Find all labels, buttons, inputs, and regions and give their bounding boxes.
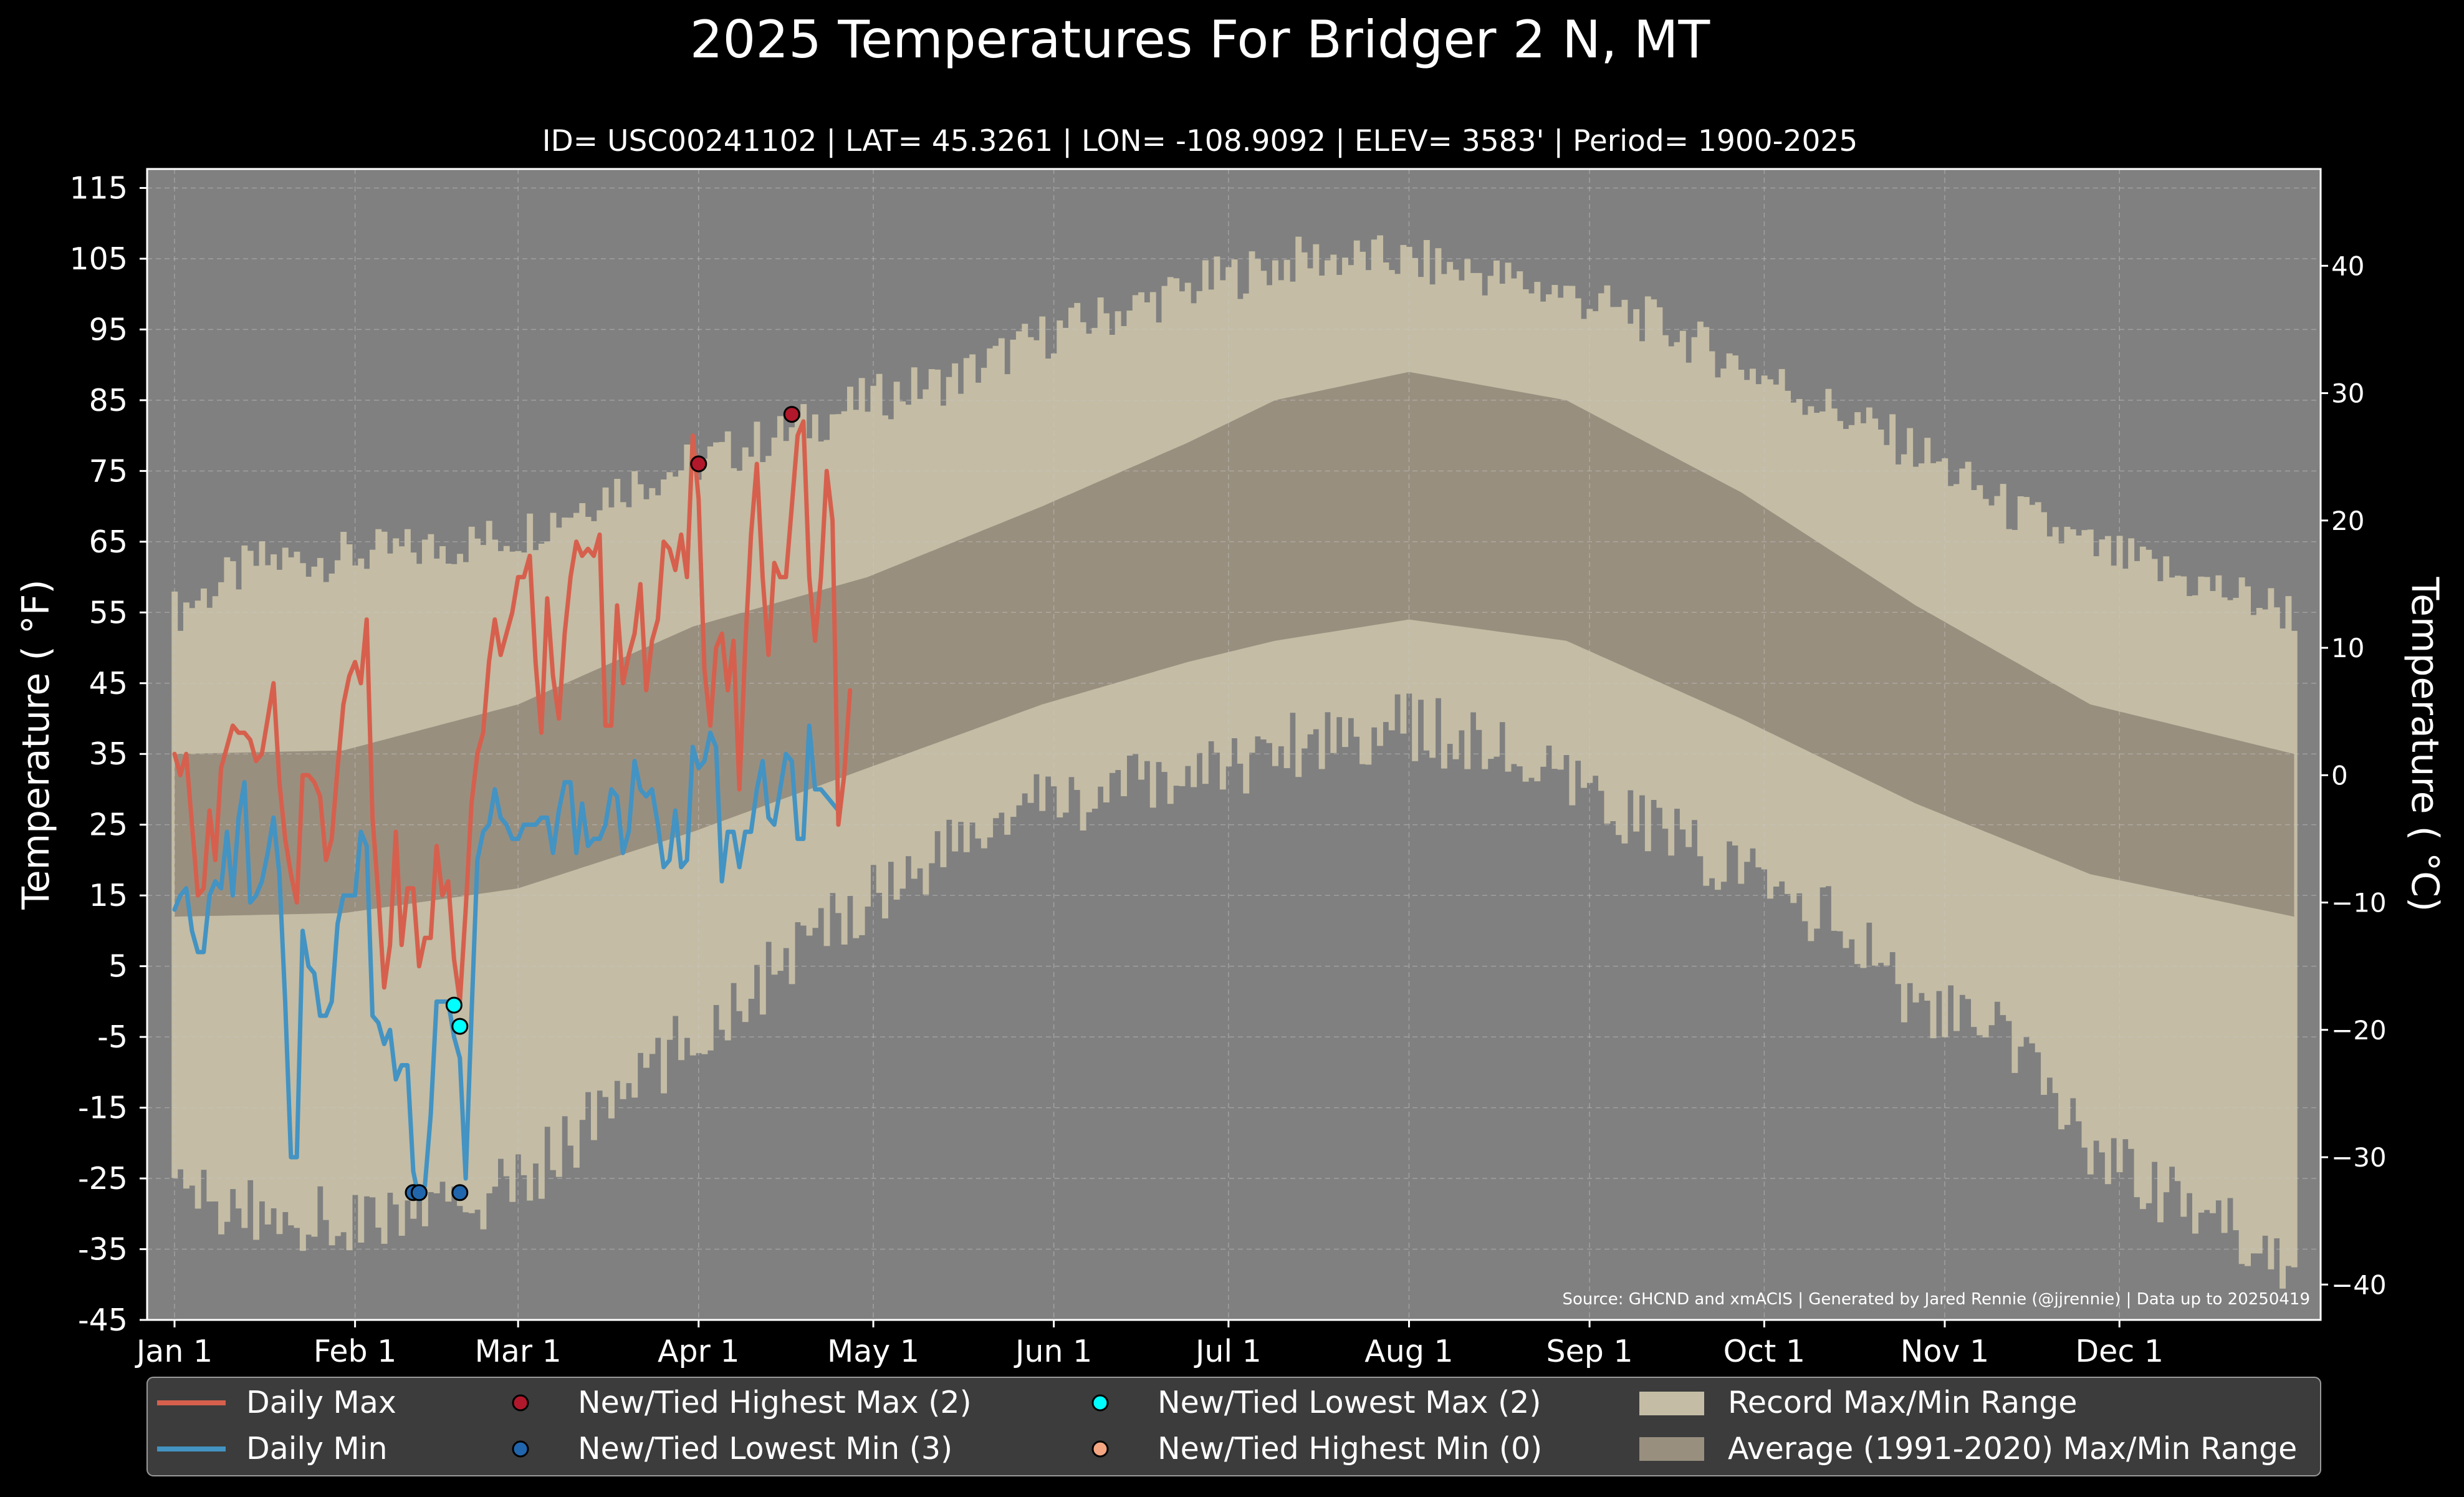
record-range-column xyxy=(2268,588,2275,1269)
y-tick-label: 85 xyxy=(89,383,128,418)
legend-box xyxy=(146,1377,2321,1476)
plot-frame xyxy=(146,168,2322,1321)
y-tick-label: 15 xyxy=(89,878,128,913)
y-tick-label: -35 xyxy=(78,1232,128,1268)
source-note: Source: GHCND and xmACIS | Generated by … xyxy=(1562,1290,2310,1309)
record-range-column xyxy=(2180,576,2187,1217)
x-tick-label: Aug 1 xyxy=(1364,1334,1453,1369)
record-range-column xyxy=(2192,595,2198,1234)
x-tick-label: Mar 1 xyxy=(475,1334,562,1369)
daily-max-line xyxy=(172,419,853,1004)
y-tick-label: 95 xyxy=(89,312,128,347)
x-axis: Jan 1 Feb 1 Mar 1 Apr 1 May 1 Jun 1 Jul 1 Aug 1… xyxy=(135,1320,2164,1369)
record-range-column xyxy=(2291,630,2298,1268)
record-range-column xyxy=(2233,597,2240,1231)
y-tick-label: 35 xyxy=(89,736,128,772)
x-tick-label: Oct 1 xyxy=(1723,1334,1805,1369)
y-tick-label: 5 xyxy=(108,949,128,984)
new-highest-max-marker xyxy=(783,406,800,423)
y-tick-label: 115 xyxy=(69,170,128,206)
legend-highest-min-label: New/Tied Highest Min (0) xyxy=(1158,1431,1542,1466)
record-range-column xyxy=(2273,607,2280,1239)
y-right-tick-label: 0 xyxy=(2331,760,2348,791)
y-right-tick-label: −30 xyxy=(2331,1142,2387,1173)
y-tick-label: -25 xyxy=(78,1161,128,1196)
record-range-column xyxy=(2238,577,2245,1264)
record-range-column xyxy=(2221,597,2228,1233)
record-range-column xyxy=(2285,596,2292,1266)
x-tick-label: Apr 1 xyxy=(658,1334,740,1369)
record-range-column xyxy=(2256,608,2263,1254)
legend-average-range-label: Average (1991-2020) Max/Min Range xyxy=(1728,1431,2297,1466)
chart-subtitle: ID= USC00241102 | LAT= 45.3261 | LON= -1… xyxy=(542,124,1858,158)
y-axis-left: 115 105 95 85 75 65 55 45 35 25 15 5 -5 -15 -25 -35 -45 xyxy=(69,170,147,1338)
legend-daily-min-label: Daily Min xyxy=(246,1431,388,1466)
record-range-column xyxy=(2245,586,2251,1266)
y-right-tick-label: 30 xyxy=(2331,378,2364,409)
average-range-band xyxy=(175,372,2294,917)
y-right-tick-label: −40 xyxy=(2331,1269,2387,1300)
new-highest-max-marker xyxy=(690,455,707,473)
y-right-tick-label: 20 xyxy=(2331,506,2364,536)
legend-lowest-max-marker xyxy=(1091,1394,1109,1412)
x-tick-label: Jul 1 xyxy=(1194,1334,1262,1369)
y-tick-label: -5 xyxy=(97,1019,128,1055)
y-tick-label: 45 xyxy=(89,666,128,701)
y-tick-label: 25 xyxy=(89,807,128,843)
x-tick-label: Feb 1 xyxy=(314,1334,397,1369)
y-right-tick-label: −10 xyxy=(2331,888,2387,918)
new-lowest-min-marker xyxy=(451,1184,469,1201)
y-right-tick-label: −20 xyxy=(2331,1015,2387,1046)
chart-title: 2025 Temperatures For Bridger 2 N, MT xyxy=(690,9,1710,70)
x-tick-label: Sep 1 xyxy=(1546,1334,1633,1369)
daily-min-line xyxy=(172,723,841,1202)
legend-highest-max-marker xyxy=(512,1394,529,1412)
average-range-area xyxy=(175,372,2294,917)
legend-record-range-swatch xyxy=(1639,1392,1704,1415)
x-tick-label: Nov 1 xyxy=(1901,1334,1989,1369)
legend-lowest-min-marker xyxy=(512,1440,529,1458)
y-tick-label: 105 xyxy=(69,241,128,277)
x-tick-label: May 1 xyxy=(827,1334,919,1369)
y-tick-label: 75 xyxy=(89,453,128,489)
legend-lowest-max-label: New/Tied Lowest Max (2) xyxy=(1158,1385,1541,1420)
new-lowest-min-marker xyxy=(410,1184,428,1201)
y-right-tick-label: 10 xyxy=(2331,633,2364,663)
y-right-tick-label: 40 xyxy=(2331,251,2364,281)
x-tick-label: Jun 1 xyxy=(1014,1334,1092,1369)
record-range-column xyxy=(2210,590,2216,1213)
legend-record-range-label: Record Max/Min Range xyxy=(1728,1385,2078,1420)
x-tick-label: Jan 1 xyxy=(135,1334,213,1369)
y-tick-label: -15 xyxy=(78,1090,128,1126)
new-lowest-max-marker xyxy=(451,1018,469,1035)
legend-highest-max-label: New/Tied Highest Max (2) xyxy=(578,1385,972,1420)
x-tick-label: Dec 1 xyxy=(2075,1334,2164,1369)
legend-highest-min-marker xyxy=(1091,1440,1109,1458)
y-tick-label: -45 xyxy=(78,1302,128,1338)
legend-average-range-swatch xyxy=(1639,1437,1704,1461)
new-lowest-max-marker xyxy=(445,996,463,1014)
legend-daily-max-label: Daily Max xyxy=(246,1385,396,1420)
legend-lowest-min-label: New/Tied Lowest Min (3) xyxy=(578,1431,952,1466)
y-tick-label: 55 xyxy=(89,595,128,630)
record-range-column xyxy=(2279,628,2286,1289)
legend: Daily Max Daily Min New/Tied Highest Max… xyxy=(146,1377,2321,1476)
y-tick-label: 65 xyxy=(89,524,128,560)
y-axis-right: 40 30 20 10 0 −10 −20 −30 −40 xyxy=(2321,251,2387,1300)
record-range-column xyxy=(2262,609,2268,1236)
record-range-column xyxy=(2250,615,2257,1254)
record-range-column xyxy=(2157,581,2164,1223)
y-axis-label-left: Temperature ( °F) xyxy=(14,579,58,910)
y-axis-label-right: Temperature ( °C) xyxy=(2403,577,2447,912)
